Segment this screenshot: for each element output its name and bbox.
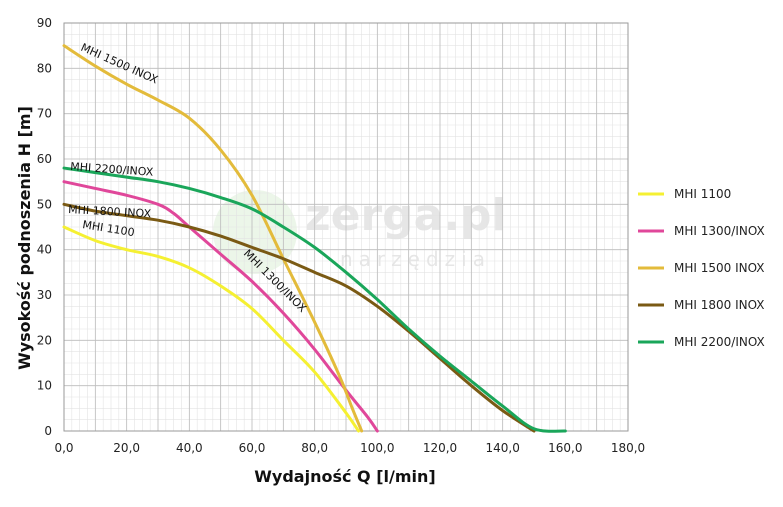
watermark-subtext: narzędzia [340,247,491,271]
y-tick-label: 0 [44,424,52,438]
legend-label-mhi-1500-inox: MHI 1500 INOX [674,261,765,275]
y-tick-label: 50 [37,197,52,211]
curve-label-mhi-1800-inox: MHI 1800 INOX [68,203,152,220]
x-tick-label: 0,0 [54,441,73,455]
y-tick-label: 60 [37,152,52,166]
x-tick-label: 140,0 [485,441,519,455]
x-axis-ticks: 0,0 20,0 40,0 60,0 80,0 100,0 120,0 140,0 160,0 1… [54,441,645,455]
y-tick-label: 80 [37,61,52,75]
x-tick-label: 20,0 [113,441,140,455]
y-tick-label: 70 [37,107,52,121]
grid-major [63,22,629,432]
series-lines [62,44,567,433]
x-tick-label: 80,0 [301,441,328,455]
y-tick-label: 30 [37,288,52,302]
x-tick-label: 120,0 [423,441,457,455]
x-tick-label: 60,0 [239,441,266,455]
watermark-logo-circle [213,190,297,274]
x-tick-label: 160,0 [548,441,582,455]
legend-label-mhi-2200-inox: MHI 2200/INOX [674,335,765,349]
legend-label-mhi-1800-inox: MHI 1800 INOX [674,298,765,312]
y-tick-label: 20 [37,333,52,347]
y-axis-ticks: 0 10 20 30 40 50 60 70 80 90 [37,16,52,438]
curve-label-mhi-1100: MHI 1100 [82,218,136,239]
legend-label-mhi-1100: MHI 1100 [674,187,731,201]
legend-label-mhi-1300-inox: MHI 1300/INOX [674,224,765,238]
series-line-mhi-1100 [62,225,361,433]
series-line-mhi-2200-inox [62,166,567,433]
x-tick-label: 100,0 [360,441,394,455]
y-axis-title: Wysokość podnoszenia H [m] [15,106,34,370]
x-tick-label: 180,0 [611,441,645,455]
y-tick-label: 10 [37,379,52,393]
legend: MHI 1100 MHI 1300/INOX MHI 1500 INOX MHI 18… [638,187,765,349]
y-tick-label: 90 [37,16,52,30]
x-axis-title: Wydajność Q [l/min] [254,467,435,486]
curve-label-mhi-2200-inox: MHI 2200/INOX [70,160,154,179]
y-tick-label: 40 [37,243,52,257]
series-line-mhi-1800-inox [62,202,536,433]
x-tick-label: 40,0 [176,441,203,455]
series-line-mhi-1500-inox [62,44,364,433]
